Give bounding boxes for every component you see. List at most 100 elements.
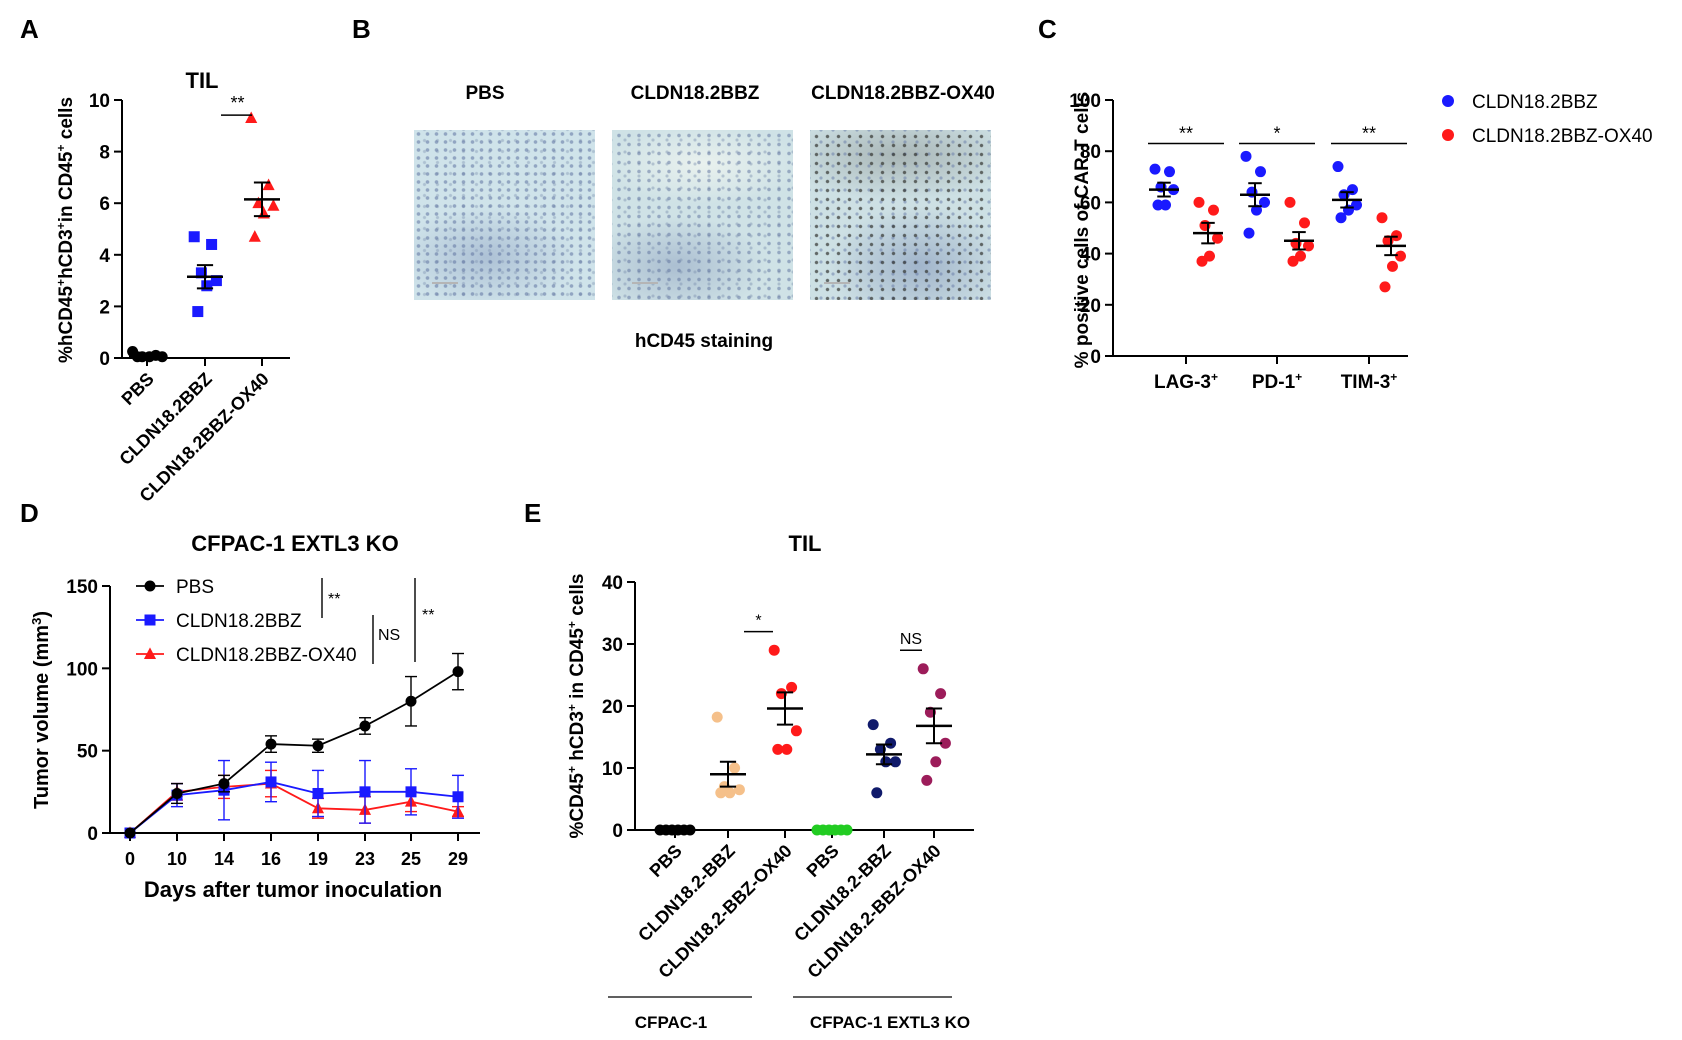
y-tick-label: 0 [612,821,623,842]
data-point [452,666,464,678]
legend-marker [144,580,156,592]
panel-b-caption: hCD45 staining [635,331,773,352]
data-point [1196,255,1208,267]
micrograph-pbs [414,130,595,300]
x-tick-label: 16 [261,849,281,869]
y-axis-title-part: Tumor volume (mm [31,625,53,809]
data-point [1152,199,1164,211]
x-tick-label: LAG-3+ [1154,370,1218,393]
data-point [405,695,417,707]
x-tick-label: PD-1+ [1252,370,1302,393]
data-point [1251,204,1262,216]
x-tick-label: CLDN18.2-BBZ [634,841,739,946]
data-point [786,681,798,693]
data-point [917,663,929,675]
data-point [711,711,723,723]
legend-label: CLDN18.2BBZ [176,611,302,632]
data-point [684,824,696,836]
y-axis-title-part: 3 [29,618,44,625]
y-tick-label: 50 [77,742,98,763]
y-tick-label: 4 [99,246,110,267]
y-tick-label: 100 [1069,91,1101,112]
y-axis-title-part: cells [567,573,588,621]
significance-label: ** [1362,124,1376,144]
data-point [1376,212,1388,224]
y-tick-label: 40 [1080,245,1101,266]
y-tick-label: 6 [99,194,110,215]
data-point [930,756,942,768]
data-point [452,791,464,803]
x-tick-label: 0 [125,849,135,869]
data-point [939,737,951,749]
y-axis-title-part: + [54,279,68,286]
y-tick-label: 150 [66,577,98,598]
y-axis-title: Tumor volume (mm3) [29,611,54,809]
scale-bar [824,282,850,284]
data-point [1335,212,1347,224]
y-tick-label: 20 [602,697,623,718]
data-point [768,644,780,656]
data-point [1287,255,1299,267]
significance-label: ** [230,93,244,113]
data-point [210,275,222,287]
data-point [885,737,897,749]
significance-label: ** [328,591,340,608]
micrograph-cldn18-2bbz [612,130,793,300]
data-point [921,774,933,786]
legend-label: CLDN18.2BBZ-OX40 [176,645,357,666]
chart-a: TIL0246810PBSCLDN18.2BBZCLDN18.2BBZ-OX40… [54,68,290,506]
data-point [772,743,784,755]
data-point [188,231,200,243]
x-tick-label: PBS [803,841,843,881]
significance-label: NS [378,627,400,644]
y-axis-title-part: + [565,621,579,628]
y-axis-title-part: + [565,766,579,773]
chart-e: TIL010203040PBSCLDN18.2-BBZCLDN18.2-BBZ-… [565,531,974,1032]
data-point [312,787,324,799]
data-point [1395,250,1406,262]
data-point [124,827,136,839]
x-tick-label: 14 [214,849,234,869]
panel-letter-b: B [352,14,371,44]
y-axis-title-part: in CD45 [56,151,77,222]
y-tick-label: 20 [1080,296,1101,317]
legend-marker [1442,95,1454,107]
data-point [1259,196,1270,208]
data-point [248,230,261,242]
data-point [201,280,213,292]
y-tick-label: 2 [99,297,110,318]
data-point [192,306,204,318]
x-axis-title: Days after tumor inoculation [144,877,442,902]
chart-d: CFPAC-1 EXTL3 KO 0 50 100 150 0 10 14 16 19 23 25 29… [29,531,480,902]
data-point [715,787,727,799]
y-tick-label: 60 [1080,193,1101,214]
y-axis-title-part: %CD45 [567,773,588,839]
data-point [1332,161,1344,173]
chart-a-title: TIL [186,68,219,93]
y-axis-title: %CD45+ hCD3+ in CD45+ cells [565,573,588,838]
y-tick-label: 0 [87,824,98,845]
x-tick-label: 29 [448,849,468,869]
data-point [889,756,901,768]
data-point [1208,204,1219,216]
data-point [790,725,802,737]
data-point [359,786,371,798]
chart-e-title: TIL [789,531,822,556]
y-axis-title-part: + [565,704,579,711]
data-point [171,787,183,799]
data-point [729,762,741,774]
y-axis-title-part: in CD45 [567,628,588,704]
data-point [359,720,371,732]
legend-marker [143,647,157,659]
data-point [1240,150,1252,162]
series-line [129,781,459,834]
data-point [1255,166,1266,178]
y-tick-label: 10 [89,91,110,112]
legend-label: CLDN18.2BBZ-OX40 [1472,126,1653,147]
scale-bar [432,282,458,284]
data-point [312,740,324,752]
data-point [1149,163,1161,175]
data-point [871,787,883,799]
data-point [262,178,275,191]
data-point [841,824,853,836]
